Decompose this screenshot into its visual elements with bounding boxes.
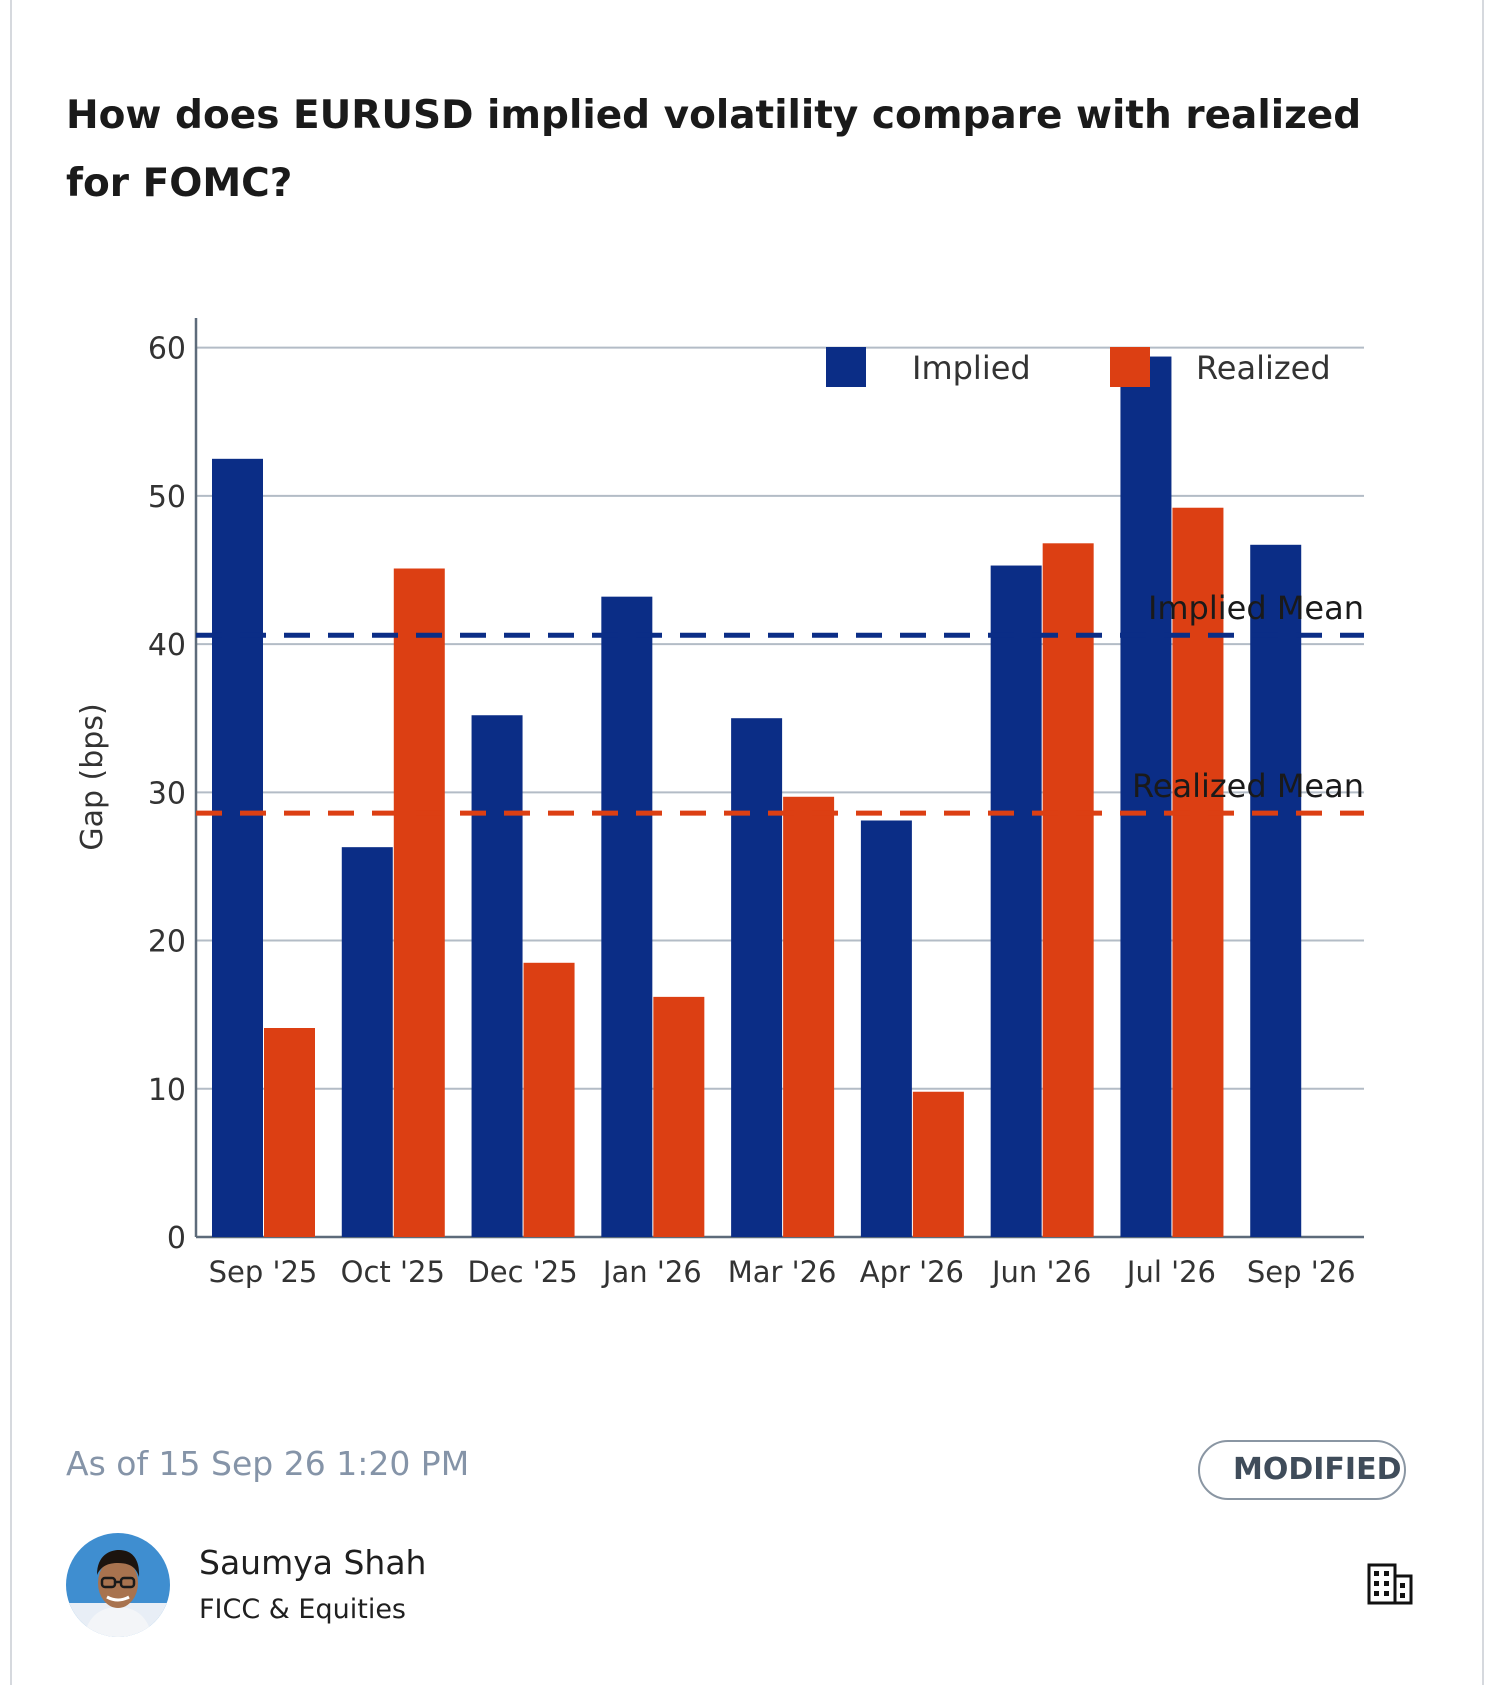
bar-implied	[1120, 356, 1172, 1237]
bar-realized	[264, 1028, 315, 1237]
bar-realized	[1042, 543, 1094, 1237]
reference-line-label: Realized Mean	[1132, 767, 1364, 805]
author-name[interactable]: Saumya Shah	[199, 1543, 427, 1582]
bar-realized	[393, 568, 445, 1237]
x-tick-label: Oct '25	[341, 1255, 445, 1289]
avatar[interactable]	[66, 1533, 170, 1637]
bar-implied	[212, 458, 263, 1237]
bar-implied	[341, 847, 393, 1237]
bar-implied	[601, 596, 653, 1237]
reference-line-label: Implied Mean	[1148, 589, 1364, 627]
y-tick-label: 30	[148, 776, 186, 811]
bar-realized	[912, 1091, 964, 1237]
legend-label: Implied	[912, 349, 1031, 387]
legend-swatch	[1110, 347, 1150, 387]
x-tick-label: Sep '25	[209, 1255, 318, 1289]
bar-realized	[1172, 507, 1224, 1238]
author-department: FICC & Equities	[199, 1594, 406, 1625]
bar-realized	[783, 796, 835, 1237]
status-badge[interactable]: MODIFIED	[1198, 1440, 1406, 1500]
bar-implied	[860, 820, 912, 1237]
x-tick-label: Dec '25	[467, 1255, 577, 1289]
bar-realized	[523, 962, 575, 1237]
y-tick-label: 60	[148, 332, 186, 367]
x-tick-label: Mar '26	[728, 1255, 837, 1289]
x-tick-label: Sep '26	[1247, 1255, 1356, 1289]
building-icon[interactable]	[1366, 1562, 1414, 1606]
card-title: How does EURUSD implied volatility compa…	[66, 93, 1362, 206]
y-tick-label: 50	[148, 480, 186, 515]
x-tick-label: Jan '26	[601, 1255, 702, 1289]
bar-implied	[731, 718, 783, 1237]
bar-realized	[653, 996, 705, 1237]
bar-chart: 0 10 20 30 40 50 60 Gap (bps) Sep '25 Oct '25 Dec …	[75, 318, 1364, 1289]
y-tick-label: 20	[148, 925, 186, 960]
legend-swatch	[826, 347, 866, 387]
y-axis-label: Gap (bps)	[75, 703, 110, 850]
bar-implied	[471, 715, 523, 1237]
bar-implied	[990, 565, 1042, 1237]
y-tick-label: 10	[148, 1073, 186, 1108]
legend-label: Realized	[1196, 349, 1331, 387]
y-tick-label: 40	[148, 628, 186, 663]
as-of-timestamp: As of 15 Sep 26 1:20 PM	[66, 1444, 470, 1483]
y-tick-label: 0	[167, 1221, 186, 1256]
x-tick-label: Apr '26	[860, 1255, 964, 1289]
avatar-photo	[66, 1533, 170, 1637]
x-tick-label: Jun '26	[990, 1255, 1091, 1289]
x-tick-label: Jul '26	[1125, 1255, 1216, 1289]
bar-implied	[1250, 544, 1302, 1237]
